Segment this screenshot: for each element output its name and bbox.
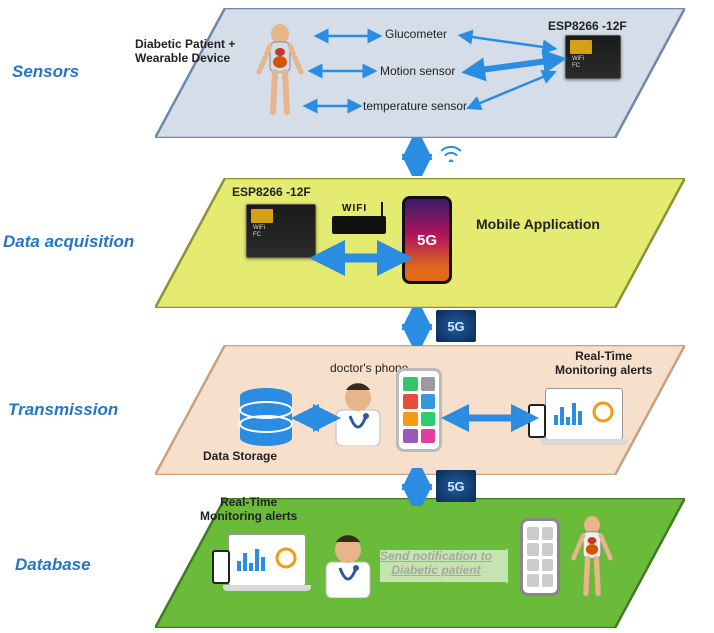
doctor-icon-2 — [320, 532, 376, 598]
fiveg-badge-2-text: 5G — [447, 479, 464, 494]
fiveg-badge-2: 5G — [436, 470, 476, 502]
layer-label-acquisition: Data acquisition — [3, 232, 134, 252]
v-arrow-3 — [402, 468, 432, 506]
layer1-arrows — [155, 8, 685, 138]
fiveg-badge-1: 5G — [436, 310, 476, 342]
layer2-arrows — [155, 178, 685, 308]
v-arrow-2 — [402, 308, 432, 346]
mini-phone-icon-2 — [212, 550, 230, 584]
v-arrow-1 — [402, 138, 432, 176]
layer-label-sensors: Sensors — [12, 62, 79, 82]
apps-phone-icon-2 — [520, 518, 560, 596]
fiveg-badge-1-text: 5G — [447, 319, 464, 334]
laptop-icon-2 — [228, 534, 306, 586]
notify-arrow — [378, 548, 508, 584]
patient-anatomy-icon-2 — [570, 516, 614, 602]
layer3-arrows — [155, 345, 685, 475]
alerts-label-2: Real-Time Monitoring alerts — [200, 496, 297, 524]
layer-label-database: Database — [15, 555, 91, 575]
wifi-icon — [440, 144, 462, 162]
layer-label-transmission: Transmission — [8, 400, 118, 420]
